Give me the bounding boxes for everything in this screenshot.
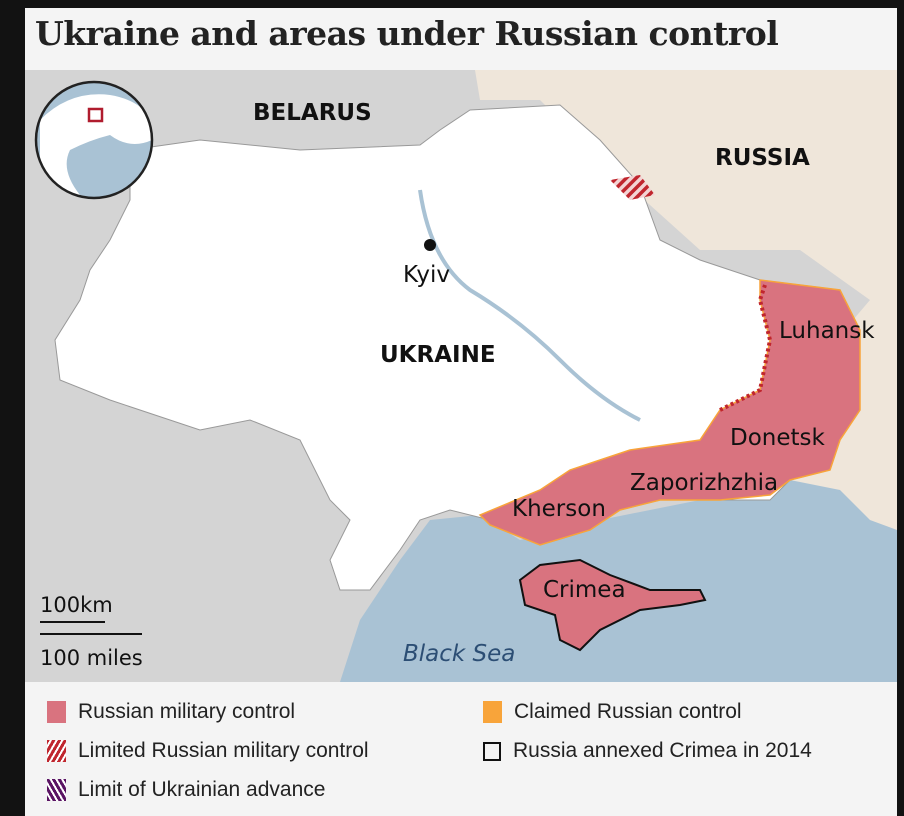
crimea-area [518, 558, 707, 652]
label-kherson: Kherson [512, 496, 606, 522]
legend-label: Russian military control [78, 700, 296, 723]
legend-item-claimed-control: Claimed Russian control [483, 700, 742, 724]
label-crimea: Crimea [543, 577, 626, 603]
legend-item-crimea-annexed: Russia annexed Crimea in 2014 [483, 739, 812, 763]
label-zaporizhzhia: Zaporizhzhia [630, 470, 778, 496]
legend-label: Limited Russian military control [78, 739, 369, 762]
solid-swatch-icon [47, 701, 66, 723]
scale-km-label: 100km [40, 593, 113, 617]
hatch-swatch-icon [47, 779, 66, 801]
legend-label: Limit of Ukrainian advance [78, 778, 326, 801]
globe-outline [34, 80, 154, 200]
label-ukraine: UKRAINE [380, 342, 496, 368]
legend-label: Claimed Russian control [514, 700, 742, 723]
legend-item-russian-control: Russian military control [47, 700, 295, 724]
legend-item-limited-control: Limited Russian military control [47, 739, 369, 763]
label-black-sea: Black Sea [403, 641, 515, 667]
solid-swatch-icon [483, 701, 502, 723]
legend-item-ukrainian-advance: Limit of Ukrainian advance [47, 778, 325, 802]
page-title: Ukraine and areas under Russian control [35, 14, 779, 53]
locator-globe [36, 82, 152, 198]
label-belarus: BELARUS [253, 100, 372, 126]
scale-miles-label: 100 miles [40, 646, 143, 670]
map: BELARUS RUSSIA UKRAINE Kyiv Luhansk Done… [25, 70, 897, 682]
legend: Russian military control Claimed Russian… [25, 690, 897, 816]
limited-russian-control-area [610, 175, 655, 200]
outline-swatch-icon [483, 741, 501, 761]
label-kyiv: Kyiv [403, 262, 450, 288]
legend-label: Russia annexed Crimea in 2014 [513, 739, 812, 762]
label-russia: RUSSIA [715, 145, 810, 171]
label-donetsk: Donetsk [730, 425, 826, 451]
locator-box [87, 107, 104, 123]
dnipro-river [418, 189, 641, 422]
hatch-swatch-icon [47, 740, 66, 762]
label-luhansk: Luhansk [779, 318, 875, 344]
kyiv-marker [424, 239, 436, 251]
